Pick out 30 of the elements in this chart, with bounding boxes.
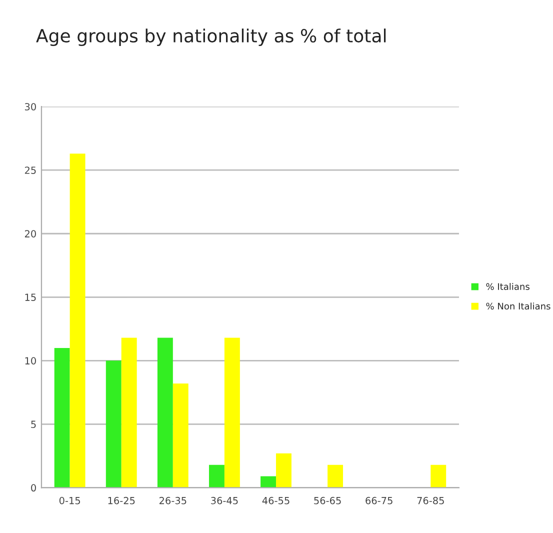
bar	[172, 384, 188, 488]
y-tick-label: 20	[24, 230, 36, 238]
bar	[106, 360, 122, 488]
chart-title: Age groups by nationality as % of total	[36, 28, 386, 46]
legend-label: % Non Italians	[486, 302, 550, 310]
bar	[70, 154, 86, 488]
x-tick-label: 66-75	[366, 496, 392, 504]
bar	[430, 464, 446, 488]
y-tick-label: 30	[24, 103, 36, 110]
x-tick-label: 76-85	[417, 496, 444, 504]
bar	[328, 464, 344, 488]
bar	[208, 464, 224, 488]
x-tick-label: 36-45	[211, 496, 238, 504]
y-tick-label: 25	[24, 166, 36, 174]
bar	[260, 476, 276, 488]
bar	[121, 338, 137, 488]
y-tick-label: 10	[25, 357, 36, 364]
legend-label: % Italians	[486, 282, 530, 290]
y-tick-label: 0	[31, 484, 36, 492]
x-tick-label: 26-35	[160, 496, 186, 504]
bar	[276, 453, 292, 488]
x-tick-label: 46-55	[262, 496, 290, 504]
x-tick-label: 56-65	[314, 496, 341, 504]
x-tick-label: 16-25	[108, 496, 135, 504]
x-tick-label: 0-15	[59, 496, 80, 504]
y-tick-label: 5	[31, 420, 36, 428]
y-tick-label: 15	[25, 294, 36, 301]
bar	[54, 348, 70, 488]
bar	[224, 338, 240, 488]
bar	[157, 338, 173, 488]
